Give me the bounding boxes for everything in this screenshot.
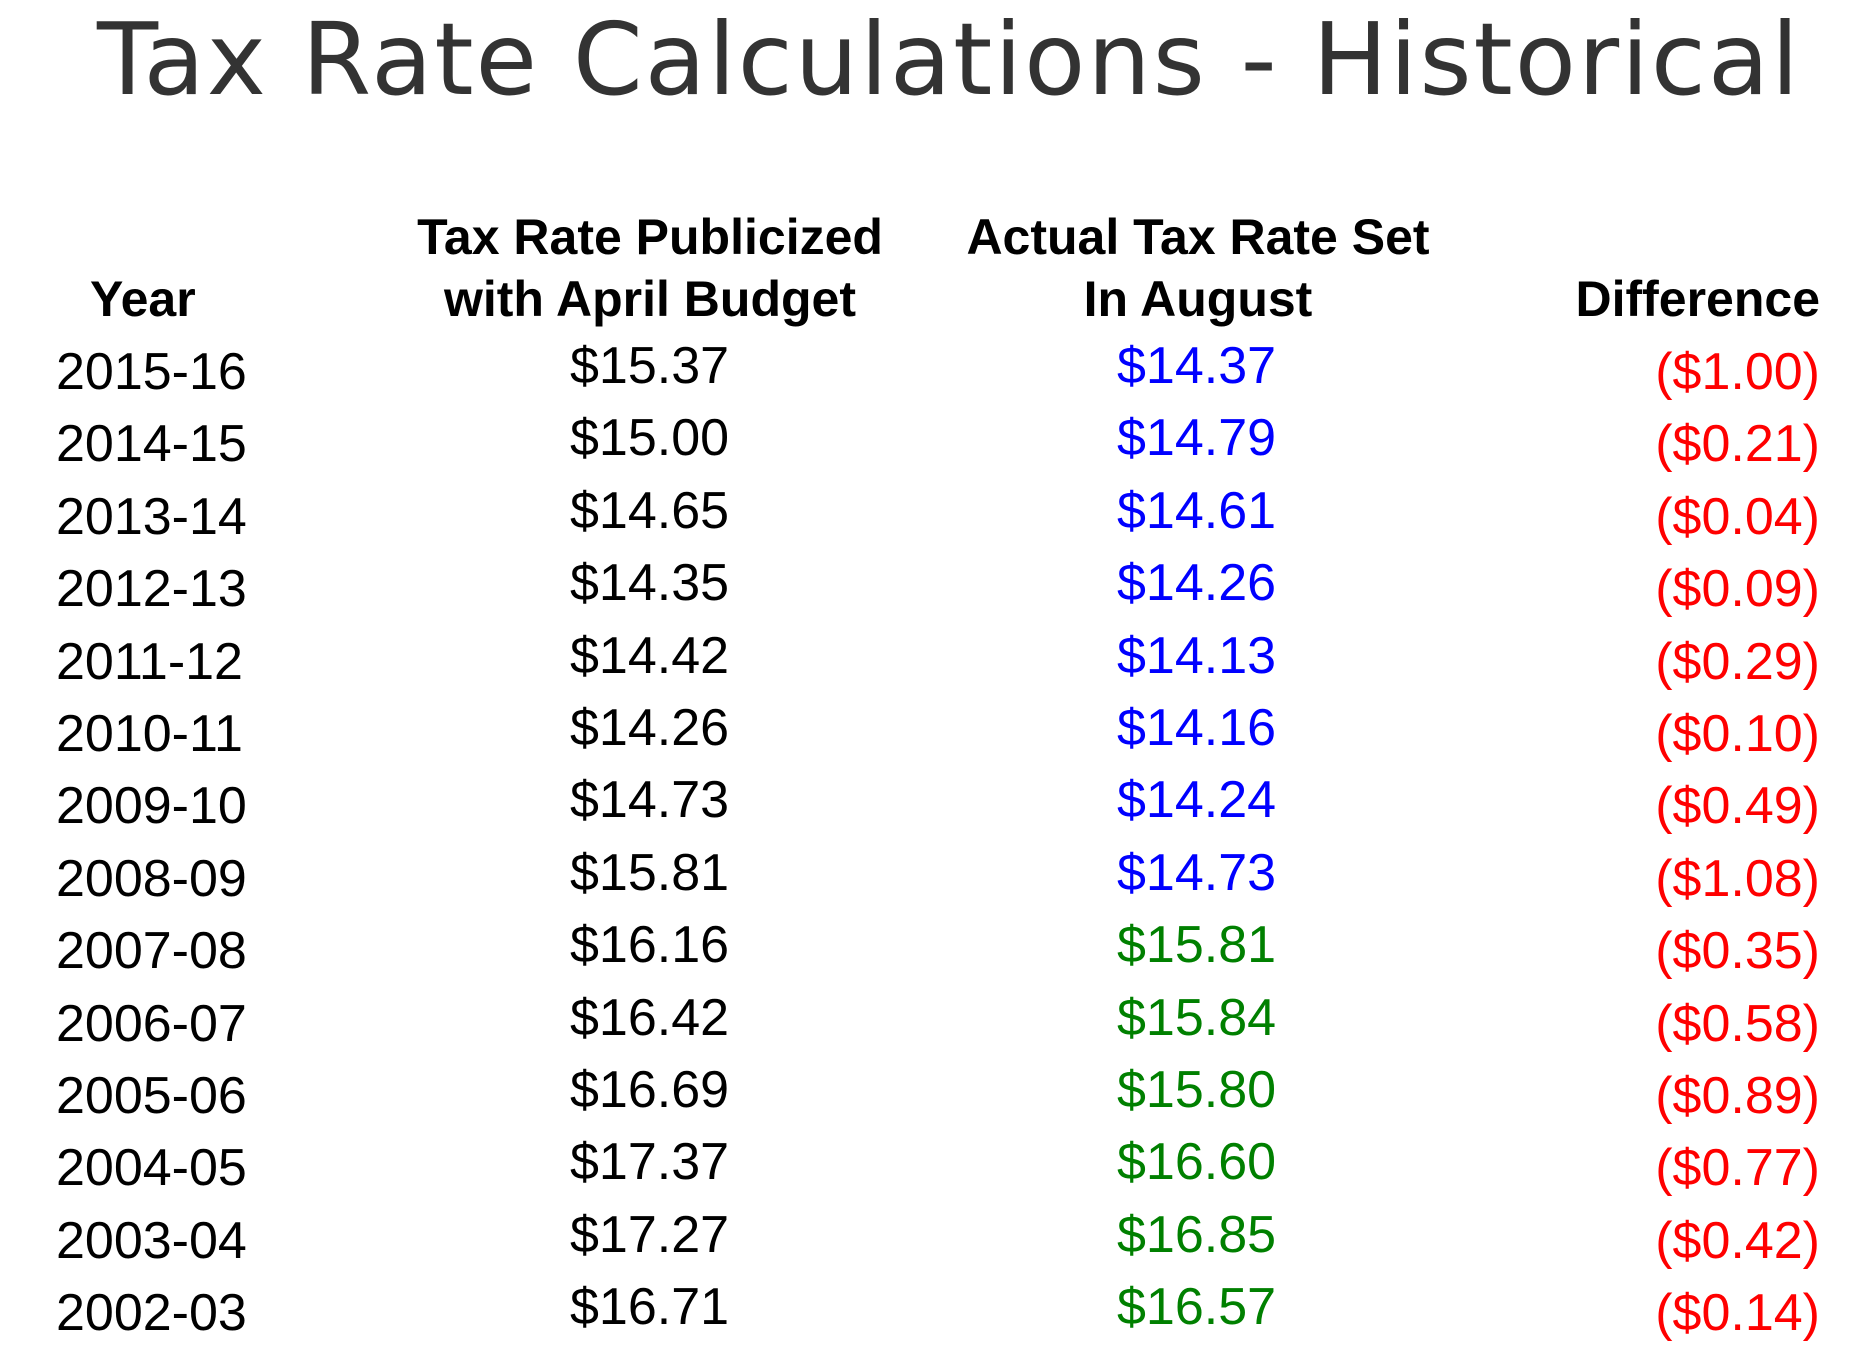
publicized-rate-cell: $15.37 <box>570 337 730 395</box>
difference-cell: ($0.35) <box>1655 922 1820 981</box>
header-year: Year <box>90 271 196 327</box>
difference-cell: ($1.08) <box>1655 849 1820 908</box>
year-cell: 2014-15 <box>56 415 247 474</box>
actual-rate-cell: $16.60 <box>1117 1133 1277 1192</box>
page-title: Tax Rate Calculations - Historical <box>97 1 1801 118</box>
table-row: 2006-07 $16.42 $15.84 ($0.58) <box>0 988 1876 1060</box>
publicized-rate-cell: $16.71 <box>570 1278 730 1337</box>
header-publicized-rate: Tax Rate Publicized with April Budget <box>400 206 900 330</box>
table-row: 2005-06 $16.69 $15.80 ($0.89) <box>0 1060 1876 1132</box>
header-publicized-line1: Tax Rate Publicized <box>417 209 883 265</box>
difference-cell: ($0.58) <box>1655 994 1820 1053</box>
publicized-rate-cell: $16.69 <box>570 1060 730 1119</box>
header-publicized-line2: with April Budget <box>444 271 856 327</box>
difference-cell: ($0.29) <box>1655 632 1820 691</box>
table-row: 2009-10 $14.73 $14.24 ($0.49) <box>0 770 1876 842</box>
actual-rate-cell: $14.26 <box>1117 554 1277 613</box>
actual-rate-cell: $16.85 <box>1117 1205 1277 1264</box>
year-cell: 2005-06 <box>56 1066 247 1125</box>
header-difference: Difference <box>1575 271 1820 327</box>
header-actual-rate: Actual Tax Rate Set In August <box>948 206 1448 330</box>
year-cell: 2004-05 <box>56 1139 247 1198</box>
difference-cell: ($0.14) <box>1655 1284 1820 1343</box>
publicized-rate-cell: $15.81 <box>570 843 730 902</box>
table-row: 2012-13 $14.35 $14.26 ($0.09) <box>0 553 1876 625</box>
year-cell: 2013-14 <box>56 487 247 546</box>
table-row: 2003-04 $17.27 $16.85 ($0.42) <box>0 1205 1876 1277</box>
actual-rate-cell: $14.13 <box>1117 626 1277 685</box>
year-cell: 2008-09 <box>56 849 247 908</box>
year-cell: 2007-08 <box>56 922 247 981</box>
difference-cell: ($1.00) <box>1655 343 1820 401</box>
actual-rate-cell: $15.80 <box>1117 1060 1277 1119</box>
year-cell: 2002-03 <box>56 1284 247 1343</box>
publicized-rate-cell: $14.26 <box>570 698 730 757</box>
actual-rate-cell: $14.37 <box>1117 337 1277 395</box>
year-cell: 2009-10 <box>56 777 247 836</box>
publicized-rate-cell: $14.42 <box>570 626 730 685</box>
publicized-rate-cell: $16.42 <box>570 988 730 1047</box>
difference-cell: ($0.49) <box>1655 777 1820 836</box>
publicized-rate-cell: $16.16 <box>570 916 730 975</box>
difference-cell: ($0.77) <box>1655 1139 1820 1198</box>
year-cell: 2012-13 <box>56 560 247 619</box>
publicized-rate-cell: $14.35 <box>570 554 730 613</box>
difference-cell: ($0.10) <box>1655 704 1820 763</box>
tax-rate-table-body: 2015-16 $15.37 $14.37 ($1.00) 2014-15 $1… <box>0 336 1876 1349</box>
table-row: 2015-16 $15.37 $14.37 ($1.00) <box>0 336 1876 408</box>
actual-rate-cell: $14.24 <box>1117 771 1277 830</box>
table-row: 2013-14 $14.65 $14.61 ($0.04) <box>0 481 1876 553</box>
difference-cell: ($0.89) <box>1655 1066 1820 1125</box>
actual-rate-cell: $14.79 <box>1117 409 1277 468</box>
header-actual-line2: In August <box>1083 271 1313 327</box>
year-cell: 2011-12 <box>56 632 243 691</box>
difference-cell: ($0.42) <box>1655 1211 1820 1270</box>
actual-rate-cell: $14.73 <box>1117 843 1277 902</box>
year-cell: 2003-04 <box>56 1211 247 1270</box>
actual-rate-cell: $14.16 <box>1117 698 1277 757</box>
table-row: 2004-05 $17.37 $16.60 ($0.77) <box>0 1132 1876 1204</box>
actual-rate-cell: $14.61 <box>1117 481 1277 540</box>
actual-rate-cell: $16.57 <box>1117 1278 1277 1337</box>
publicized-rate-cell: $14.73 <box>570 771 730 830</box>
actual-rate-cell: $15.81 <box>1117 916 1277 975</box>
year-cell: 2006-07 <box>56 994 247 1053</box>
difference-cell: ($0.09) <box>1655 560 1820 619</box>
year-cell: 2015-16 <box>56 343 247 401</box>
publicized-rate-cell: $15.00 <box>570 409 730 468</box>
publicized-rate-cell: $17.27 <box>570 1205 730 1264</box>
year-cell: 2010-11 <box>56 704 243 763</box>
publicized-rate-cell: $14.65 <box>570 481 730 540</box>
difference-cell: ($0.21) <box>1655 415 1820 474</box>
header-actual-line1: Actual Tax Rate Set <box>966 209 1430 265</box>
table-row: 2014-15 $15.00 $14.79 ($0.21) <box>0 408 1876 480</box>
table-row: 2011-12 $14.42 $14.13 ($0.29) <box>0 626 1876 698</box>
table-row: 2010-11 $14.26 $14.16 ($0.10) <box>0 698 1876 770</box>
actual-rate-cell: $15.84 <box>1117 988 1277 1047</box>
table-row: 2002-03 $16.71 $16.57 ($0.14) <box>0 1277 1876 1349</box>
difference-cell: ($0.04) <box>1655 487 1820 546</box>
table-row: 2008-09 $15.81 $14.73 ($1.08) <box>0 843 1876 915</box>
table-row: 2007-08 $16.16 $15.81 ($0.35) <box>0 915 1876 987</box>
publicized-rate-cell: $17.37 <box>570 1133 730 1192</box>
